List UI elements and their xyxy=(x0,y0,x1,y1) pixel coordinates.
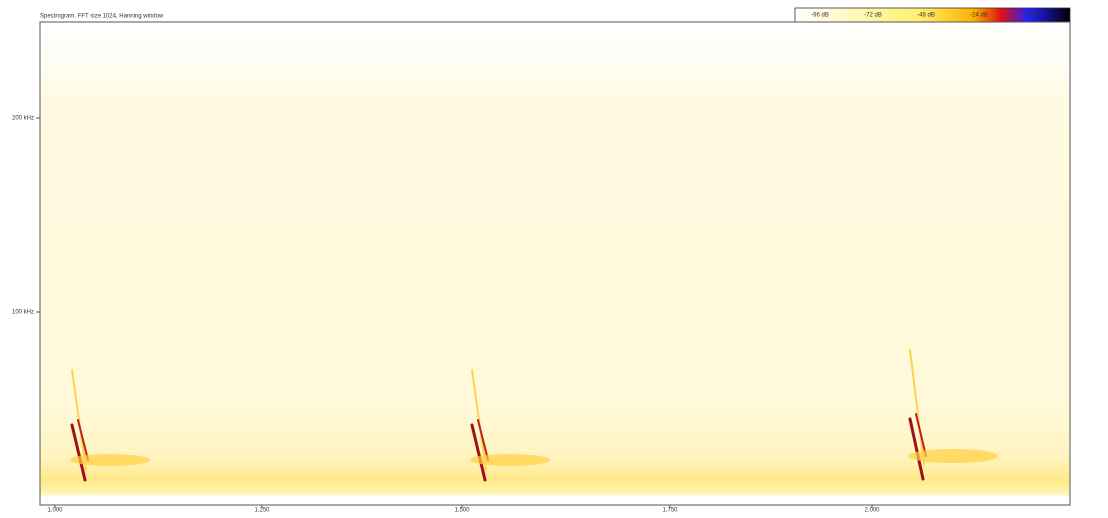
legend-label: 0 dB xyxy=(1026,13,1038,19)
title: Spectrogram, FFT size 1024, Hanning wind… xyxy=(40,14,164,20)
chirp xyxy=(70,369,150,482)
x-tick-label: 2.000 xyxy=(864,508,880,513)
chirp xyxy=(908,349,998,481)
x-tick-label: 1.500 xyxy=(454,508,470,513)
legend-label: -48 dB xyxy=(917,13,935,19)
plot-area xyxy=(39,21,1071,506)
x-axis: 1.000 1.250 1.500 1.750 2.000 xyxy=(47,505,880,514)
chirp xyxy=(470,369,550,482)
x-tick-label: 1.250 xyxy=(254,508,270,513)
legend-label: -24 dB xyxy=(970,13,988,19)
y-tick-label: 200 kHz xyxy=(12,116,34,122)
legend-labels: -96 dB -72 dB -48 dB -24 dB 0 dB xyxy=(811,13,1038,19)
y-tick-label: 100 kHz xyxy=(12,310,34,316)
legend-label: -96 dB xyxy=(811,13,829,19)
x-tick-label: 1.750 xyxy=(662,508,678,513)
legend-label: -72 dB xyxy=(864,13,882,19)
x-tick-label: 1.000 xyxy=(47,508,63,513)
y-axis: 200 kHz 100 kHz xyxy=(12,116,40,316)
chirps xyxy=(70,349,998,482)
